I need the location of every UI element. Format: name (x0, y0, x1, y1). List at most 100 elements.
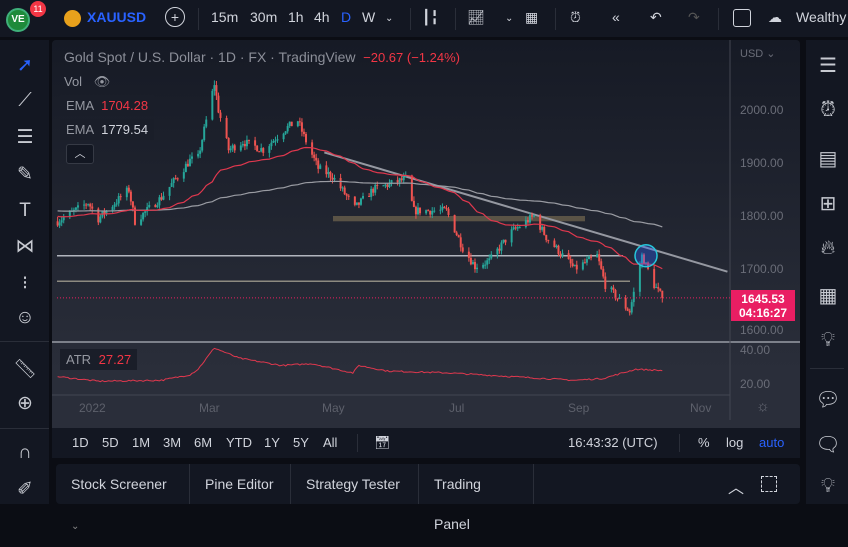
interval-15m[interactable]: 15m (211, 9, 239, 25)
candle-body (443, 206, 446, 209)
fib-lines-icon[interactable]: ☰ (16, 126, 34, 148)
time-tick: 2022 (79, 401, 106, 415)
time-tick: Jul (449, 401, 465, 415)
streams-icon[interactable]: 💡︎ (821, 474, 835, 497)
volume-legend[interactable]: Vol 👁︎ (64, 74, 110, 90)
pattern-icon[interactable]: ⋈ (15, 235, 35, 257)
text-icon[interactable]: T (19, 200, 31, 221)
range-6m[interactable]: 6M (194, 435, 213, 450)
candle-body (559, 254, 562, 256)
chats-icon[interactable]: 💬︎ (815, 388, 841, 411)
support-zone (333, 216, 585, 222)
layout-name[interactable]: Wealthy (796, 9, 847, 25)
logo-avatar[interactable]: VE (6, 8, 30, 32)
ema-slow-legend[interactable]: EMA 1779.54 (60, 119, 155, 140)
candle-body (347, 195, 350, 197)
trendline-icon[interactable]: ⟋ (18, 90, 32, 111)
collapse-legend-button[interactable]: ︿ (66, 144, 94, 164)
chevron-down-icon[interactable]: ⌄ (385, 13, 394, 24)
settings-gear-icon[interactable]: ☼ (756, 398, 770, 415)
interval-w[interactable]: W (362, 9, 376, 25)
candle-body (317, 160, 320, 169)
emoji-icon[interactable]: ☺ (15, 307, 35, 328)
candle-body (598, 254, 601, 262)
expand-panel-chevron-icon[interactable]: ︿ (728, 480, 745, 497)
range-1m[interactable]: 1M (132, 435, 151, 450)
magnet-icon[interactable]: ∩ (18, 442, 32, 463)
atr-legend[interactable]: ATR 27.27 (60, 349, 138, 370)
chevron-down-icon[interactable]: ⌄ (505, 13, 514, 24)
brush-icon[interactable]: ✎ (17, 163, 33, 185)
replay-icon[interactable]: « (612, 9, 620, 25)
interval-4h[interactable]: 4h (314, 9, 330, 25)
templates-icon[interactable]: ▦ (525, 9, 539, 25)
redo-icon[interactable]: ↷ (688, 9, 700, 25)
undo-icon[interactable]: ↶ (650, 9, 662, 25)
candle-body (541, 226, 544, 230)
indicators-icon[interactable]: 📈︎ (467, 9, 485, 25)
candle-body (441, 206, 444, 210)
candle-body (243, 144, 246, 147)
price-tick: 1900.00 (740, 156, 784, 170)
compare-add-icon[interactable]: + (165, 7, 185, 27)
candle-body (270, 142, 273, 147)
interval-d[interactable]: D (341, 9, 352, 25)
currency-selector[interactable]: USD ⌄ (740, 48, 776, 60)
candle-body (614, 290, 617, 299)
ema-fast-legend[interactable]: EMA 1704.28 (60, 95, 155, 116)
candle-body (561, 253, 564, 256)
utc-clock[interactable]: 16:43:32 (UTC) (568, 435, 658, 450)
hidden-eye-icon[interactable]: 👁︎ (93, 74, 111, 89)
zoom-in-icon[interactable]: ⊕ (17, 392, 33, 414)
range-1d[interactable]: 1D (72, 435, 89, 450)
ruler-icon[interactable]: 📏︎ (12, 359, 38, 380)
candle-body (311, 142, 314, 155)
range-5y[interactable]: 5Y (293, 435, 309, 450)
hotlist-fire-icon[interactable]: 🔥︎ (820, 236, 836, 259)
candle-body (362, 196, 365, 199)
watchlist-icon[interactable]: ☰ (819, 54, 837, 77)
add-list-icon[interactable]: ⊞ (819, 192, 837, 215)
range-5d[interactable]: 5D (102, 435, 119, 450)
tab-strategy-tester[interactable]: Strategy Tester (291, 464, 419, 504)
forecast-icon[interactable]: ⁝ (21, 272, 29, 294)
tab-stock-screener[interactable]: Stock Screener ⌄ (56, 464, 190, 532)
candle-body (473, 262, 476, 270)
range-3m[interactable]: 3M (163, 435, 182, 450)
cursor-icon[interactable]: ➚ (17, 54, 33, 76)
range-1y[interactable]: 1Y (264, 435, 280, 450)
candle-body (514, 227, 517, 229)
cloud-icon[interactable]: ☁︎ (768, 9, 782, 25)
ideas-bulb-icon[interactable]: 💡︎ (821, 328, 835, 351)
tab-trading-panel[interactable]: Trading Panel (419, 464, 534, 532)
interval-1h[interactable]: 1h (288, 9, 304, 25)
lock-drawings-icon[interactable]: ✐ (17, 478, 33, 500)
messages-icon[interactable]: 🗨︎ (815, 433, 841, 456)
candle-body (60, 220, 63, 223)
candles-icon[interactable]: ┃╏ (422, 9, 439, 25)
candle-body (290, 121, 293, 127)
price-chart[interactable] (0, 0, 848, 504)
auto-toggle[interactable]: auto (759, 435, 785, 450)
candle-body (498, 248, 501, 251)
alarm-icon[interactable]: ⏰︎ (820, 98, 836, 121)
fullscreen-square-icon[interactable] (733, 9, 751, 27)
chart-panel[interactable] (52, 40, 800, 458)
tab-pine-editor[interactable]: Pine Editor (190, 464, 291, 504)
candle-body (630, 302, 633, 313)
range-all[interactable]: All (323, 435, 338, 450)
interval-30m[interactable]: 30m (250, 9, 278, 25)
candle-body (524, 220, 527, 228)
symbol-search[interactable]: XAUUSD (87, 9, 147, 25)
percent-toggle[interactable]: % (698, 435, 710, 450)
candle-body (539, 215, 542, 230)
candle-body (274, 140, 277, 142)
log-toggle[interactable]: log (726, 435, 744, 450)
goto-date-icon[interactable]: 📅︎ (374, 435, 391, 450)
alert-icon[interactable]: ⏰︎ (570, 9, 581, 25)
maximize-panel-icon[interactable] (761, 476, 777, 492)
ema-fast-line (57, 146, 663, 270)
range-ytd[interactable]: YTD (226, 435, 252, 450)
calendar-icon[interactable]: ▦ (818, 284, 838, 307)
news-icon[interactable]: ▤ (818, 147, 838, 170)
